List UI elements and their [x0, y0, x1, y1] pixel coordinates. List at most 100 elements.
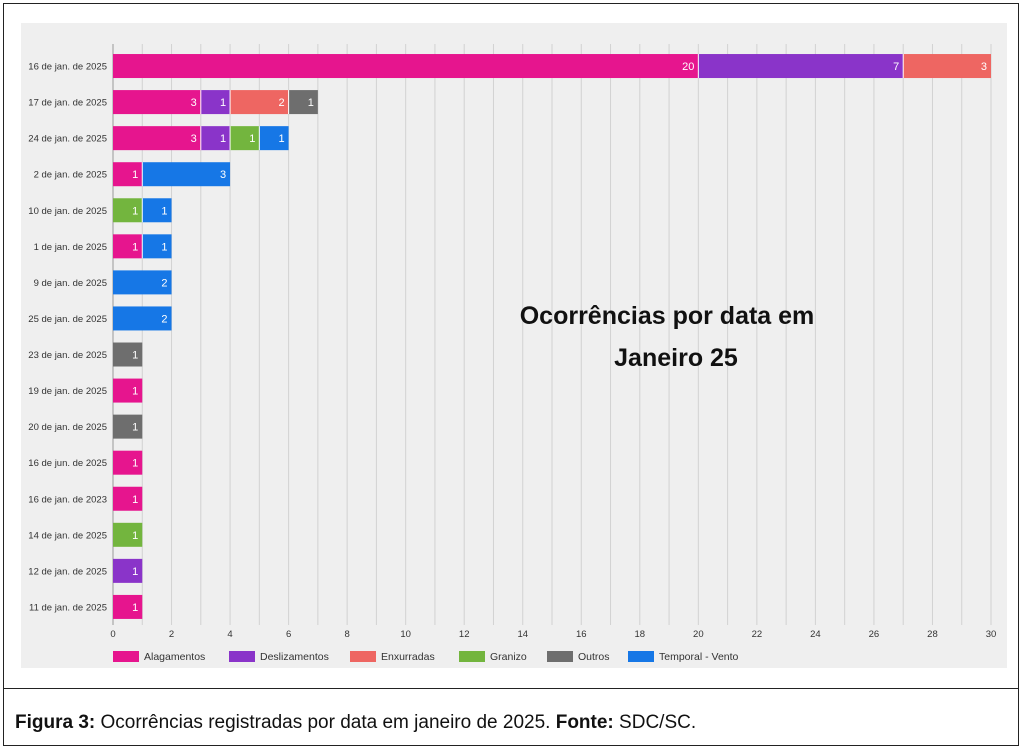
data-label: 3	[981, 61, 987, 73]
category-label: 24 de jan. de 2025	[28, 134, 107, 145]
data-label: 1	[278, 133, 284, 145]
caption-text: Ocorrências registradas por data em jane…	[95, 712, 556, 733]
bar-segment	[113, 54, 699, 79]
chart-title-line-2: Janeiro 25	[614, 344, 738, 372]
bar-segment	[259, 126, 289, 151]
caption-source: SDC/SC.	[613, 712, 697, 733]
category-label: 10 de jan. de 2025	[28, 206, 107, 217]
data-label: 1	[132, 241, 138, 253]
bar-segment	[113, 522, 143, 547]
figure-caption: Figura 3: Ocorrências registradas por da…	[15, 712, 696, 734]
x-tick-label: 4	[227, 629, 232, 640]
category-label: 11 de jan. de 2025	[29, 602, 107, 613]
bar-segment	[113, 378, 143, 403]
data-label: 2	[161, 313, 167, 325]
bar-segment	[903, 54, 991, 79]
bar-segment	[113, 306, 172, 331]
category-label: 20 de jan. de 2025	[28, 422, 107, 433]
chart-title-line-1: Ocorrências por data em	[520, 302, 815, 330]
caption-source-label: Fonte:	[555, 712, 614, 733]
data-label: 1	[132, 530, 138, 542]
bar-segment	[113, 234, 143, 259]
bar-segment	[230, 90, 289, 115]
data-label: 1	[249, 133, 255, 145]
data-label: 1	[220, 97, 226, 109]
x-tick-label: 10	[400, 629, 411, 640]
data-label: 1	[132, 566, 138, 578]
bar-segment	[230, 126, 260, 151]
bar-segment	[113, 126, 201, 151]
bar-segment	[200, 126, 231, 151]
figure-frame: 16 de jan. de 2025 20 7 3 17 de jan. de 2025…	[3, 3, 1019, 746]
data-label: 3	[191, 97, 197, 109]
data-label: 1	[132, 169, 138, 181]
x-tick-label: 14	[517, 629, 528, 640]
data-label: 20	[682, 61, 694, 73]
data-label: 1	[132, 205, 138, 217]
data-label: 2	[161, 277, 167, 289]
bar-segment	[113, 414, 143, 439]
category-label: 2 de jan. de 2025	[34, 170, 107, 181]
data-label: 1	[132, 386, 138, 398]
data-label: 1	[132, 458, 138, 470]
legend-label: Alagamentos	[144, 651, 205, 663]
category-label: 16 de jan. de 2023	[28, 494, 107, 505]
bar-segment	[113, 594, 143, 619]
bar-segment	[113, 450, 143, 475]
bar-segment	[113, 270, 172, 295]
x-tick-label: 22	[752, 629, 763, 640]
data-label: 7	[893, 61, 899, 73]
legend-label: Granizo	[490, 651, 527, 663]
x-tick-label: 26	[869, 629, 880, 640]
x-tick-label: 18	[635, 629, 646, 640]
data-label: 1	[308, 97, 314, 109]
legend-swatch	[113, 651, 139, 662]
bar-segment	[200, 90, 231, 115]
category-label: 14 de jan. de 2025	[28, 530, 107, 541]
x-tick-label: 2	[169, 629, 174, 640]
legend-swatch	[547, 651, 573, 662]
legend-label: Enxurradas	[381, 651, 435, 663]
category-label: 9 de jan. de 2025	[34, 278, 107, 289]
data-label: 1	[132, 602, 138, 614]
bar-segment	[113, 162, 143, 187]
data-label: 1	[132, 494, 138, 506]
bar-segment	[142, 198, 172, 223]
bar-segment	[142, 234, 172, 259]
legend-label: Temporal - Vento	[659, 651, 739, 663]
category-label: 16 de jun. de 2025	[28, 458, 107, 469]
x-tick-label: 20	[693, 629, 704, 640]
category-label: 1 de jan. de 2025	[34, 242, 107, 253]
category-label: 16 de jan. de 2025	[28, 62, 107, 73]
legend-swatch	[229, 651, 255, 662]
bar-segment	[113, 342, 143, 367]
caption-figure-label: Figura 3:	[15, 712, 96, 733]
x-tick-label: 30	[986, 629, 997, 640]
legend-label: Deslizamentos	[260, 651, 329, 663]
x-tick-label: 12	[459, 629, 470, 640]
bar-segment	[113, 486, 143, 511]
bar-segment	[113, 90, 201, 115]
bar-segment	[113, 198, 143, 223]
legend-swatch	[459, 651, 485, 662]
x-tick-label: 8	[344, 629, 349, 640]
x-tick-label: 16	[576, 629, 587, 640]
x-tick-label: 6	[286, 629, 291, 640]
bar-segment	[142, 162, 231, 187]
x-tick-label: 28	[927, 629, 938, 640]
category-label: 12 de jan. de 2025	[28, 566, 107, 577]
data-label: 2	[278, 97, 284, 109]
caption-divider	[4, 688, 1018, 689]
data-label: 1	[220, 133, 226, 145]
legend-label: Outros	[578, 651, 610, 663]
category-label: 17 de jan. de 2025	[28, 98, 107, 109]
x-tick-label: 0	[110, 629, 115, 640]
bar-segment	[113, 558, 143, 583]
data-label: 3	[220, 169, 226, 181]
category-label: 25 de jan. de 2025	[28, 314, 107, 325]
data-label: 3	[191, 133, 197, 145]
legend-swatch	[628, 651, 654, 662]
legend-swatch	[350, 651, 376, 662]
bar-segment	[288, 90, 318, 115]
x-tick-label: 24	[810, 629, 821, 640]
